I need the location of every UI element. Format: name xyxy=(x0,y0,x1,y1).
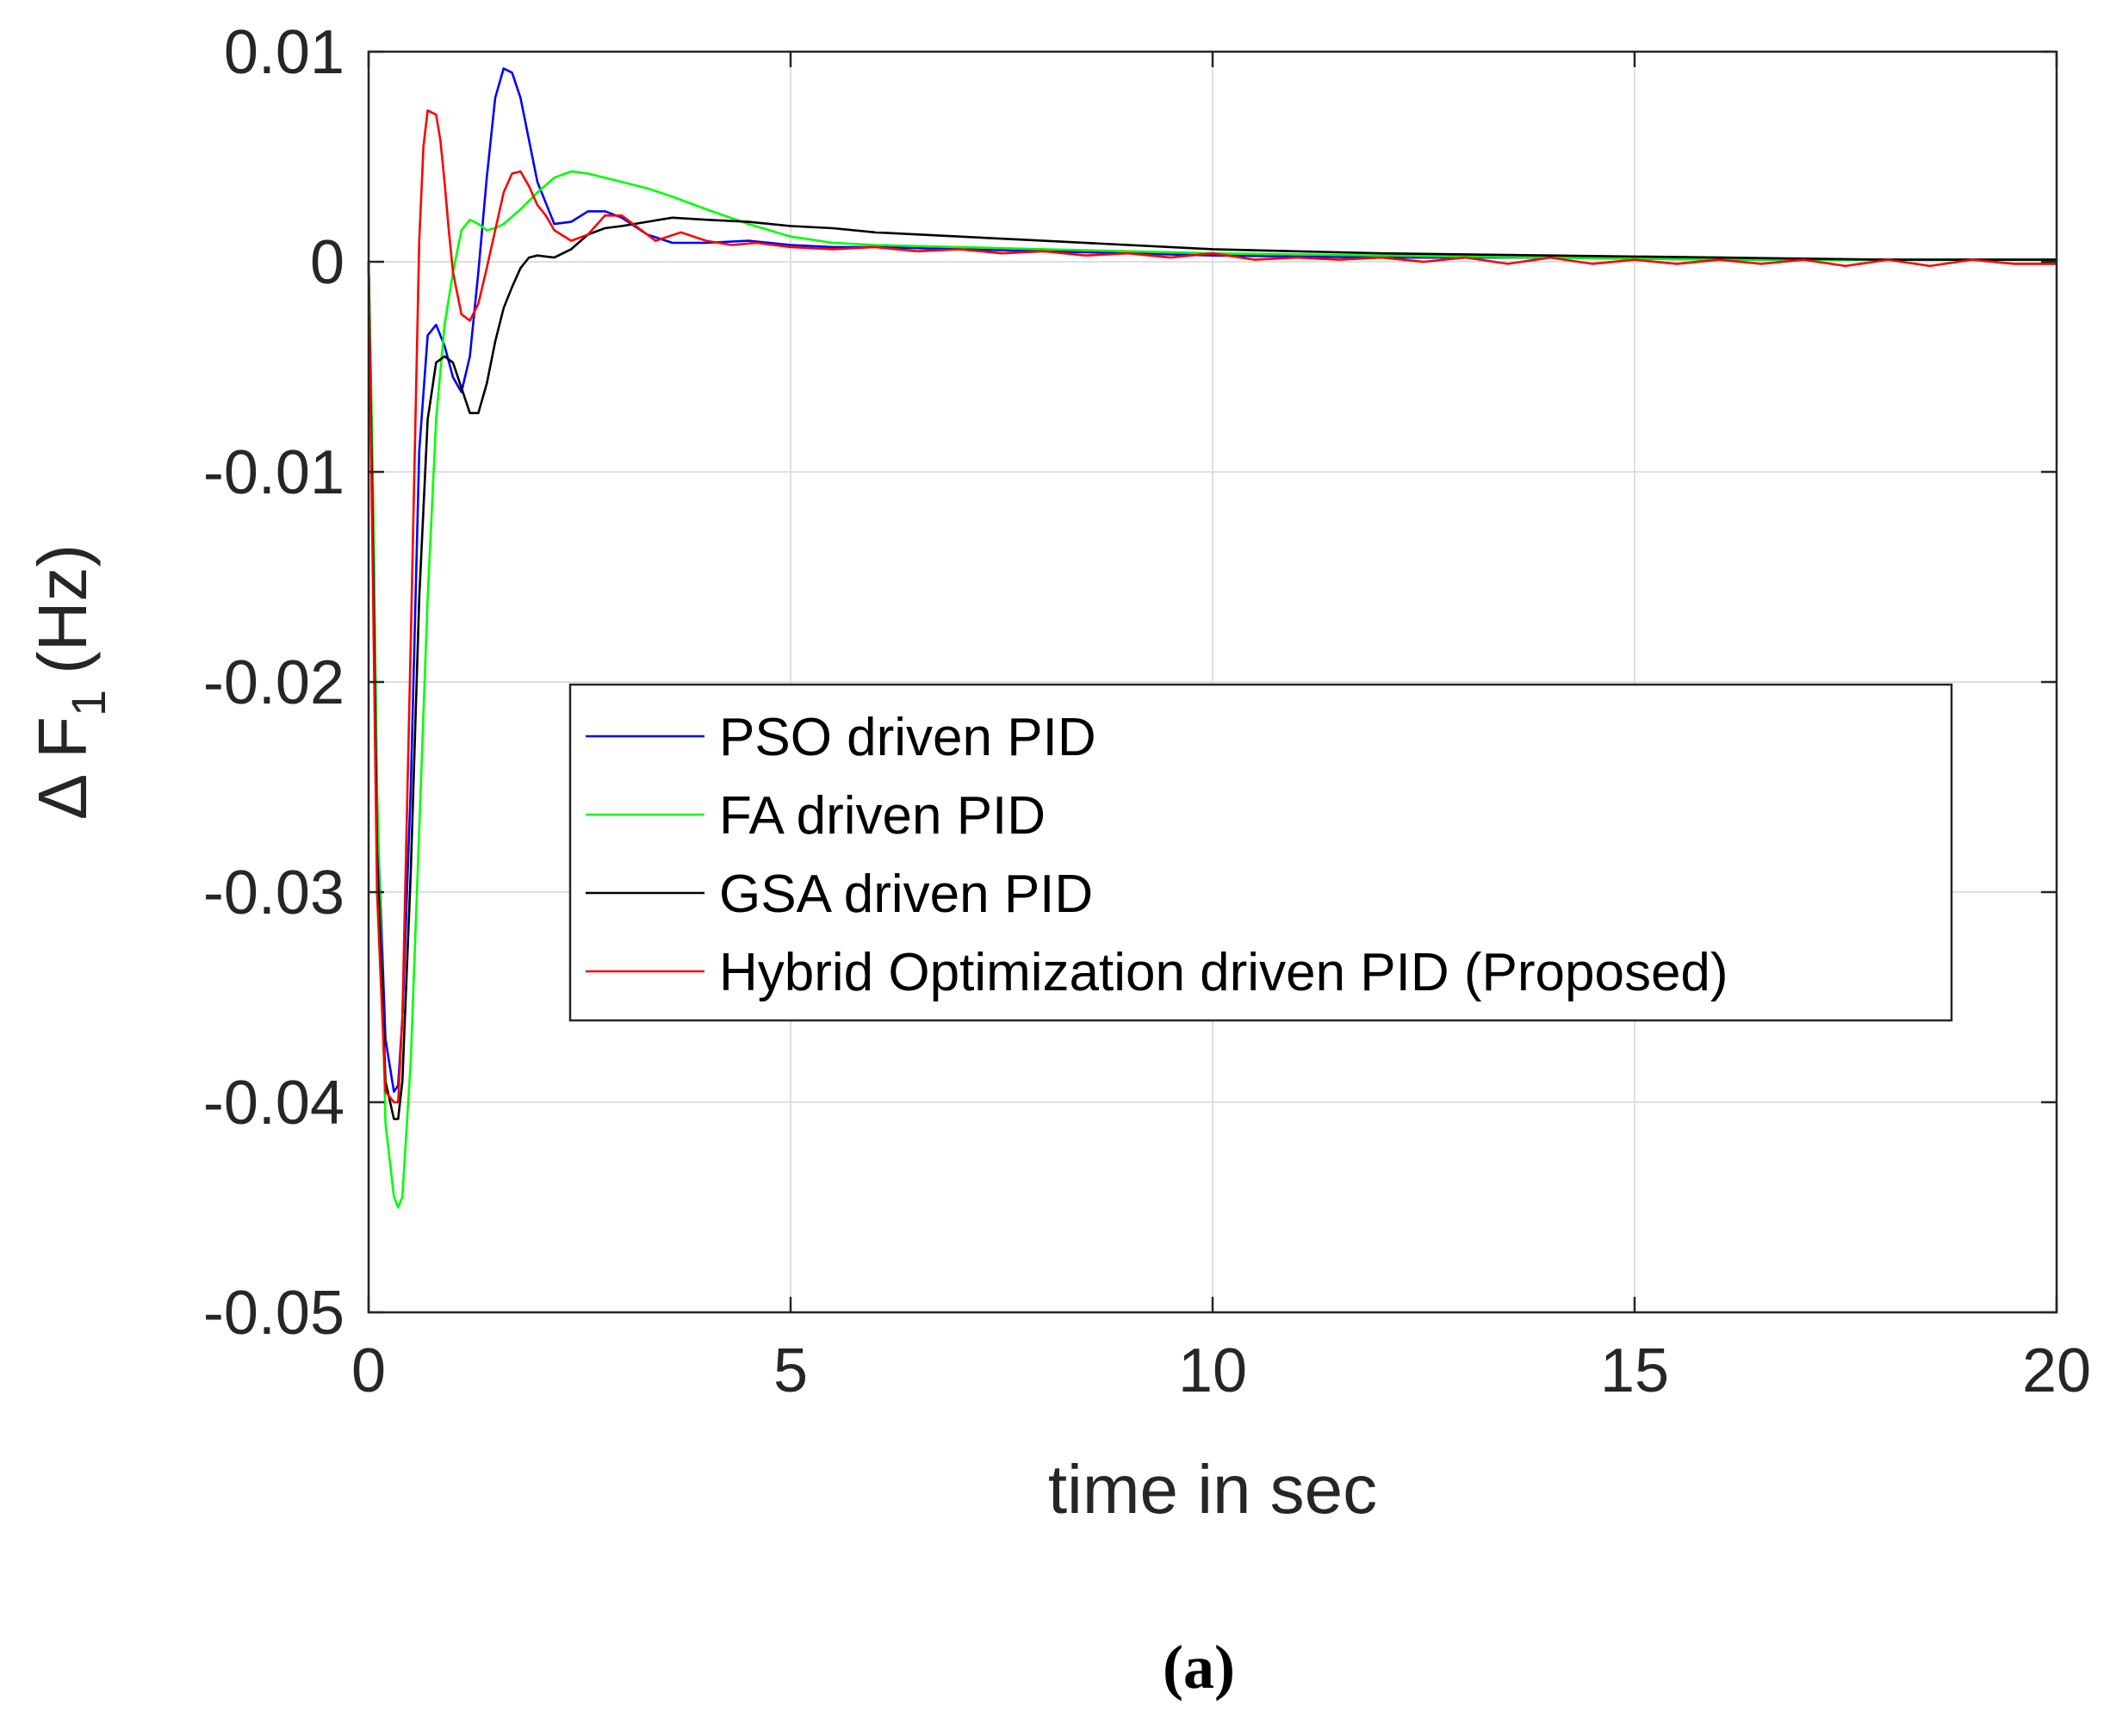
legend-label-pso: PSO driven PID xyxy=(719,708,1096,767)
legend: PSO driven PID FA driven PID GSA driven … xyxy=(568,683,1953,1022)
y-tick-label: 0 xyxy=(310,228,344,297)
y-tick-label: 0.01 xyxy=(224,18,344,87)
figure-caption: (a) xyxy=(1163,1633,1235,1702)
legend-box xyxy=(568,683,1953,1022)
axis-ticks: 0 5 10 15 20 0.01 0 -0.01 -0.02 -0.03 -0.04 -0.05 xyxy=(203,18,2091,1405)
legend-label-gsa: GSA driven PID xyxy=(719,865,1093,924)
y-axis-label-subscript: 1 xyxy=(61,690,115,716)
series-group xyxy=(367,67,2058,1209)
legend-label-hybrid: Hybrid Optimization driven PID (Proposed… xyxy=(719,943,1728,1002)
y-tick-label: -0.01 xyxy=(203,438,344,507)
legend-label-fa: FA driven PID xyxy=(719,786,1046,846)
y-tick-label: -0.04 xyxy=(203,1069,344,1138)
x-tick-label: 15 xyxy=(1600,1336,1669,1405)
series-line-hybrid xyxy=(367,109,2058,1104)
y-axis-label-unit: (Hz) xyxy=(24,544,101,674)
series-line-fa xyxy=(367,170,2058,1209)
y-tick-label: -0.03 xyxy=(203,859,344,927)
y-axis-label: Δ F1 (Hz) xyxy=(24,544,115,820)
x-tick-label: 10 xyxy=(1178,1336,1247,1405)
series-line-gsa xyxy=(367,216,2058,1120)
x-tick-label: 0 xyxy=(351,1336,386,1405)
y-axis-label-main: Δ F xyxy=(24,716,101,820)
x-axis-label: time in sec xyxy=(1048,1451,1377,1528)
x-tick-label: 20 xyxy=(2022,1336,2091,1405)
y-tick-label: -0.02 xyxy=(203,648,344,717)
x-tick-label: 5 xyxy=(773,1336,808,1405)
y-tick-label: -0.05 xyxy=(203,1279,344,1348)
svg-text:Δ F1(Hz): Δ F1 (Hz) xyxy=(24,544,115,820)
